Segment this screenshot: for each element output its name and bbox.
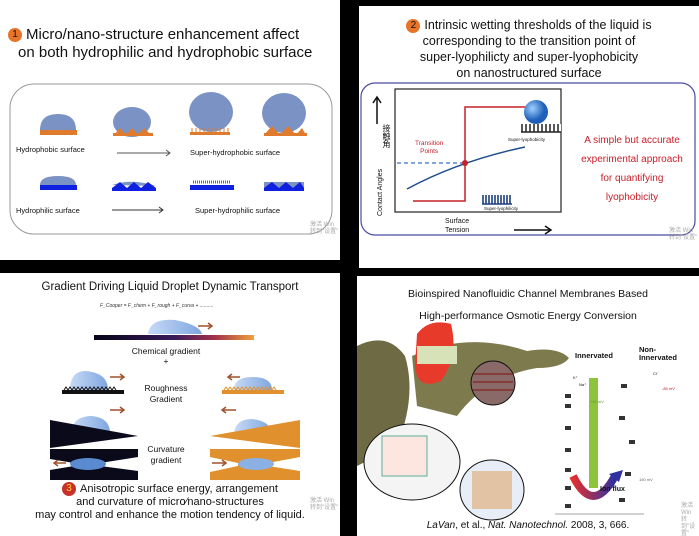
wetting-diagram: [9, 83, 333, 235]
contact-angle-diagram: [360, 82, 696, 236]
force-equation: F_Cooper = F_chem + F_rough + F_curva + …: [100, 303, 214, 309]
callout-frame: [360, 82, 696, 236]
ion-label: K⁺: [573, 375, 578, 380]
electric-eel-illustration: [357, 322, 644, 521]
ion-label: Cl⁻: [653, 371, 659, 376]
voltage-total: 150 mV: [639, 477, 653, 482]
transition-step-line: [413, 106, 527, 202]
wedge-dark: [50, 420, 138, 448]
x-axis-arrow: [514, 225, 553, 235]
slide-gradient-transport: Gradient Driving Liquid Droplet Dynamic …: [0, 273, 340, 536]
callout-text: A simple but accurate experimental approa…: [581, 135, 683, 203]
title-line: Intrinsic wetting thresholds of the liqu…: [424, 18, 652, 32]
x-axis-label: Surface Tension: [445, 218, 470, 234]
title-line: super-lyophilicty and super-lyophobicity: [419, 50, 639, 64]
roughness-gradient-label: Roughness Gradient: [144, 383, 188, 404]
number-badge: 3: [62, 482, 77, 496]
hydrophilic-surface: [40, 185, 77, 190]
y-axis-label: Contact Angles: [377, 168, 384, 216]
transition-label: Transition Points: [415, 140, 444, 155]
hydrophobic-label: Hydrophobic surface: [16, 145, 85, 154]
droplet: [262, 93, 306, 133]
chemical-gradient-label: Chemical gradient +: [131, 346, 201, 366]
curvature-gradient-label: Curvature gradient: [147, 444, 185, 465]
watermark: 激活 Win 转到"设置": [669, 228, 698, 241]
droplet: [40, 114, 76, 130]
gradient-diagram: [50, 319, 300, 480]
y-axis-arrow: [372, 95, 382, 124]
number-badge: 2: [406, 18, 421, 33]
watermark: 激活 Win 转到"设置": [310, 498, 339, 511]
ion-flux-label: Ion flux: [600, 486, 625, 493]
slide4-title: Bioinspired Nanofluidic Channel Membrane…: [408, 288, 648, 322]
citation: LaVan, et al., Nat. Nanotechnol. 2008, 3…: [426, 520, 630, 531]
innervated-label: Innervated: [575, 351, 613, 360]
y-axis-label-cn: 接触角: [382, 124, 391, 148]
non-innervated-label: Non- Innervated: [639, 345, 677, 362]
title-line: on nanostructured surface: [456, 66, 602, 80]
ion-label: Na⁺: [579, 382, 587, 387]
slide-wetting-thresholds: 2 Intrinsic wetting thresholds of the liq…: [359, 6, 699, 268]
voltage-right: -85 mV: [662, 386, 675, 391]
watermark: 激活 Win 转到"设置": [681, 503, 696, 536]
droplet: [189, 92, 233, 132]
ion-flux-bar: [589, 378, 598, 488]
slide-wetting-enhancement: 1 Micro/nano-structure enhancement affect…: [0, 0, 340, 260]
slide1-title: 1 Micro/nano-structure enhancement affect…: [8, 26, 338, 62]
super-hydrophobic-label: Super-hydrophobic surface: [190, 148, 281, 157]
wedge-orange: [210, 420, 300, 448]
hydrophobic-surface: [40, 130, 77, 135]
slide3-title: Gradient Driving Liquid Droplet Dynamic …: [41, 281, 299, 293]
transition-point: [462, 160, 468, 166]
hydrophilic-label: Hydrophilic surface: [16, 206, 80, 215]
slide3-conclusion: 3 Anisotropic surface energy, arrangement…: [35, 482, 305, 521]
watermark: 激活 Win 转到"设置": [310, 222, 339, 235]
droplet: [148, 319, 202, 334]
title-line: Micro/nano-structure enhancement affect: [26, 26, 300, 43]
super-lyophobicity-label: Super-lyophobicity: [508, 137, 546, 142]
voltage-left: +65 mV: [590, 399, 604, 404]
title-line: on both hydrophilic and hydrophobic surf…: [18, 44, 313, 61]
slide-osmotic-energy: Bioinspired Nanofluidic Channel Membrane…: [357, 276, 699, 536]
zoom-circle-1: [470, 360, 516, 406]
diagram-frame: [9, 83, 333, 235]
ion-flux-arrow: [569, 473, 619, 500]
super-lyophilicity-label: Super-lyophilicity: [484, 206, 519, 211]
number-badge: 1: [8, 28, 22, 43]
title-line: corresponding to the transition point of: [422, 34, 636, 48]
chemical-gradient-bar: [94, 335, 254, 340]
slide2-title: 2 Intrinsic wetting thresholds of the liq…: [359, 17, 699, 81]
droplet-ball: [524, 100, 548, 124]
droplet: [113, 107, 151, 137]
super-hydrophilic-label: Super-hydrophilic surface: [195, 206, 281, 215]
